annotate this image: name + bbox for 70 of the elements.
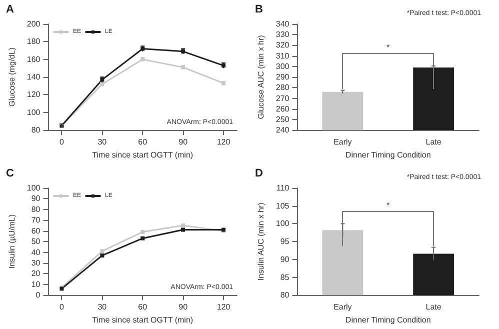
y-tick-label: 260: [276, 104, 290, 114]
x-tick-label: Late: [426, 138, 442, 147]
y-tick-label: 100: [26, 108, 41, 117]
x-tick-label: 90: [178, 302, 188, 312]
point: [100, 249, 104, 254]
chart-title: A: [6, 4, 14, 16]
x-tick-label: 60: [138, 302, 148, 312]
x-tick-label: Early: [334, 302, 352, 312]
y-axis-title: Insulin AUC (min x hr): [256, 202, 266, 280]
chart-title: D: [255, 168, 263, 180]
y-tick-label: 70: [31, 216, 41, 225]
y-axis-title: Insulin (µU/mL): [8, 214, 16, 269]
y-tick-label: 60: [31, 226, 41, 236]
y-tick-label: 120: [26, 90, 41, 100]
y-tick-label: 200: [26, 20, 41, 28]
y-tick-label: 320: [276, 40, 290, 50]
y-tick-label: 80: [31, 204, 41, 214]
y-tick-label: 310: [276, 51, 290, 60]
point: [140, 230, 145, 234]
x-tick-label: 60: [138, 138, 148, 147]
x-axis-title: Dinner Timing Condition: [345, 150, 431, 160]
y-tick-label: 30: [31, 258, 41, 268]
y-tick-label: 340: [276, 20, 290, 28]
point: [181, 223, 186, 228]
point: [181, 228, 186, 232]
y-tick-label: 0: [36, 290, 41, 300]
y-tick-label: 280: [276, 83, 290, 92]
y-tick-label: 100: [26, 184, 41, 192]
x-tick-label: 30: [98, 302, 108, 312]
x-axis-title: Time since start OGTT (min): [92, 150, 194, 160]
y-tick-label: 95: [280, 237, 290, 246]
x-tick-label: Late: [426, 302, 442, 312]
y-tick-label: 90: [31, 194, 41, 204]
y-tick-label: 240: [276, 126, 290, 135]
x-tick-label: 0: [60, 138, 65, 147]
point: [140, 236, 145, 240]
y-tick-label: 10: [31, 280, 41, 289]
y-tick-label: 100: [276, 219, 290, 228]
y-axis-title: Glucose (mg/dL): [8, 47, 16, 107]
y-tick-label: 300: [276, 62, 290, 71]
x-tick-label: 30: [98, 138, 108, 147]
y-axis-title: Glucose AUC (min x hr): [256, 34, 266, 120]
x-axis-title: Dinner Timing Condition: [345, 316, 431, 324]
x-tick-label: 120: [216, 138, 231, 147]
y-tick-label: 160: [26, 54, 41, 64]
y-tick-label: 90: [280, 254, 290, 264]
x-axis-title: Time since start OGTT (min): [92, 316, 194, 324]
y-tick-label: 105: [276, 201, 290, 210]
y-tick-label: 290: [276, 72, 290, 82]
y-tick-label: 80: [31, 126, 41, 135]
annotation: *: [386, 200, 391, 210]
y-tick-label: 330: [276, 30, 290, 40]
y-tick-label: 20: [31, 269, 41, 278]
x-tick-label: Early: [334, 138, 352, 147]
chart-title: C: [6, 168, 14, 180]
y-tick-label: 180: [26, 37, 41, 46]
y-tick-label: 85: [280, 272, 290, 282]
x-tick-label: 90: [178, 138, 188, 147]
y-tick-label: 40: [31, 248, 41, 257]
y-tick-label: 270: [276, 94, 290, 103]
annotation: *: [386, 42, 391, 52]
y-tick-label: 110: [276, 184, 290, 192]
y-tick-label: 140: [26, 72, 41, 82]
chart-title: B: [255, 4, 263, 16]
y-tick-label: 80: [280, 290, 290, 300]
point: [100, 253, 104, 258]
y-tick-label: 50: [31, 237, 41, 246]
x-tick-label: 120: [216, 302, 231, 312]
x-tick-label: 0: [60, 302, 65, 312]
y-tick-label: 250: [276, 114, 290, 124]
